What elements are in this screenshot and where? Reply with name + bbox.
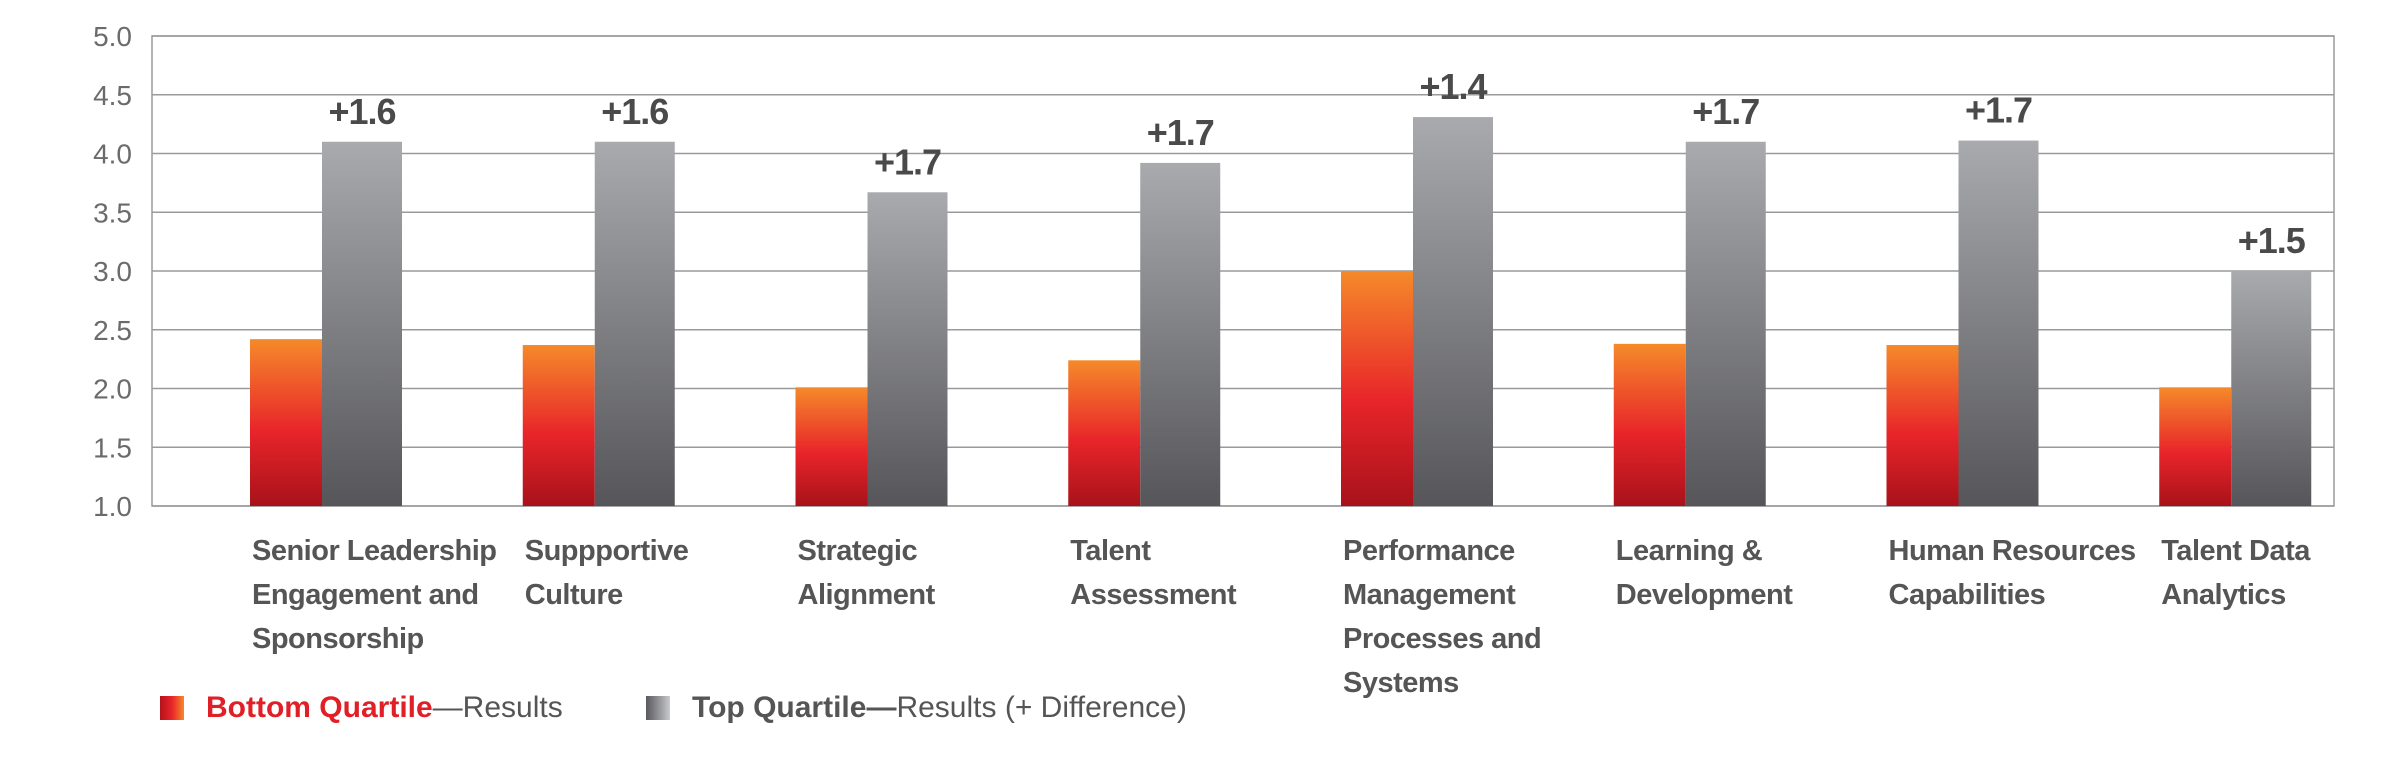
- difference-label: +1.4: [1419, 66, 1487, 107]
- bar-bottom-quartile: [795, 387, 868, 506]
- category-label: Suppportive: [525, 535, 689, 567]
- category-label: Performance: [1343, 535, 1515, 567]
- y-tick-label: 3.0: [93, 256, 132, 287]
- bar-bottom-quartile: [250, 339, 322, 506]
- category-label: Assessment: [1070, 579, 1237, 611]
- difference-label: +1.6: [328, 91, 395, 132]
- bar-top-quartile: [2231, 271, 2312, 506]
- difference-label: +1.7: [874, 141, 941, 182]
- bar-bottom-quartile: [1068, 360, 1141, 506]
- legend-bottom-suffix: —Results: [432, 691, 563, 724]
- legend-top-suffix: Results (+ Difference): [896, 691, 1187, 724]
- category-label: Strategic: [798, 535, 918, 567]
- bar-bottom-quartile: [1341, 271, 1413, 506]
- y-tick-label: 1.0: [93, 491, 132, 522]
- y-tick-label: 5.0: [93, 21, 132, 52]
- legend-top-label: Top Quartile—: [692, 691, 897, 724]
- bar-bottom-quartile: [1613, 343, 1686, 506]
- bar-top-quartile: [322, 141, 402, 506]
- bar-top-quartile: [1140, 162, 1221, 506]
- bar-top-quartile: [1685, 141, 1766, 506]
- category-label: Systems: [1343, 667, 1459, 699]
- category-label: Human Resources: [1889, 535, 2136, 567]
- bar-top-quartile: [867, 192, 948, 506]
- category-label: Capabilities: [1889, 579, 2046, 611]
- bar-top-quartile: [1958, 140, 2039, 506]
- bars: [250, 117, 2312, 506]
- difference-label: +1.7: [1147, 112, 1214, 153]
- category-label: Talent Data: [2161, 535, 2311, 567]
- bar-bottom-quartile: [1886, 345, 1959, 506]
- legend-bottom-label: Bottom Quartile: [206, 691, 433, 724]
- bar-top-quartile: [1413, 117, 1493, 506]
- category-label: Engagement and: [252, 579, 479, 611]
- difference-label: +1.6: [601, 91, 668, 132]
- y-tick-label: 1.5: [93, 432, 132, 463]
- legend-top-quartile: Top Quartile— Results (+ Difference): [646, 688, 1187, 728]
- bar-bottom-quartile: [522, 345, 595, 506]
- category-label: Analytics: [2161, 579, 2285, 611]
- bar-bottom-quartile: [2159, 387, 2232, 506]
- category-label: Development: [1616, 579, 1793, 611]
- bottom-quartile-swatch: [160, 696, 184, 720]
- category-label: Sponsorship: [252, 623, 424, 655]
- category-label: Talent: [1070, 535, 1151, 567]
- category-label: Senior Leadership: [252, 535, 497, 567]
- category-label: Processes and: [1343, 623, 1541, 655]
- difference-label: +1.5: [2238, 220, 2306, 261]
- category-label: Alignment: [798, 579, 936, 611]
- y-tick-label: 4.5: [93, 80, 132, 111]
- category-label: Management: [1343, 579, 1516, 611]
- y-tick-label: 2.0: [93, 374, 132, 405]
- difference-label: +1.7: [1965, 90, 2032, 131]
- labels: 1.0 1.5 2.0 2.5 3.0 3.5 4.0 4.5 5.0 +1.6 Senior Le…: [93, 21, 2312, 699]
- y-tick-label: 2.5: [93, 315, 132, 346]
- legend-bottom-quartile: Bottom Quartile —Results: [160, 688, 563, 728]
- category-label: Culture: [525, 579, 623, 611]
- difference-label: +1.7: [1692, 91, 1759, 132]
- y-tick-label: 4.0: [93, 139, 132, 170]
- bar-top-quartile: [594, 141, 675, 506]
- category-label: Learning &: [1616, 535, 1763, 567]
- top-quartile-swatch: [646, 696, 670, 720]
- y-tick-label: 3.5: [93, 197, 132, 228]
